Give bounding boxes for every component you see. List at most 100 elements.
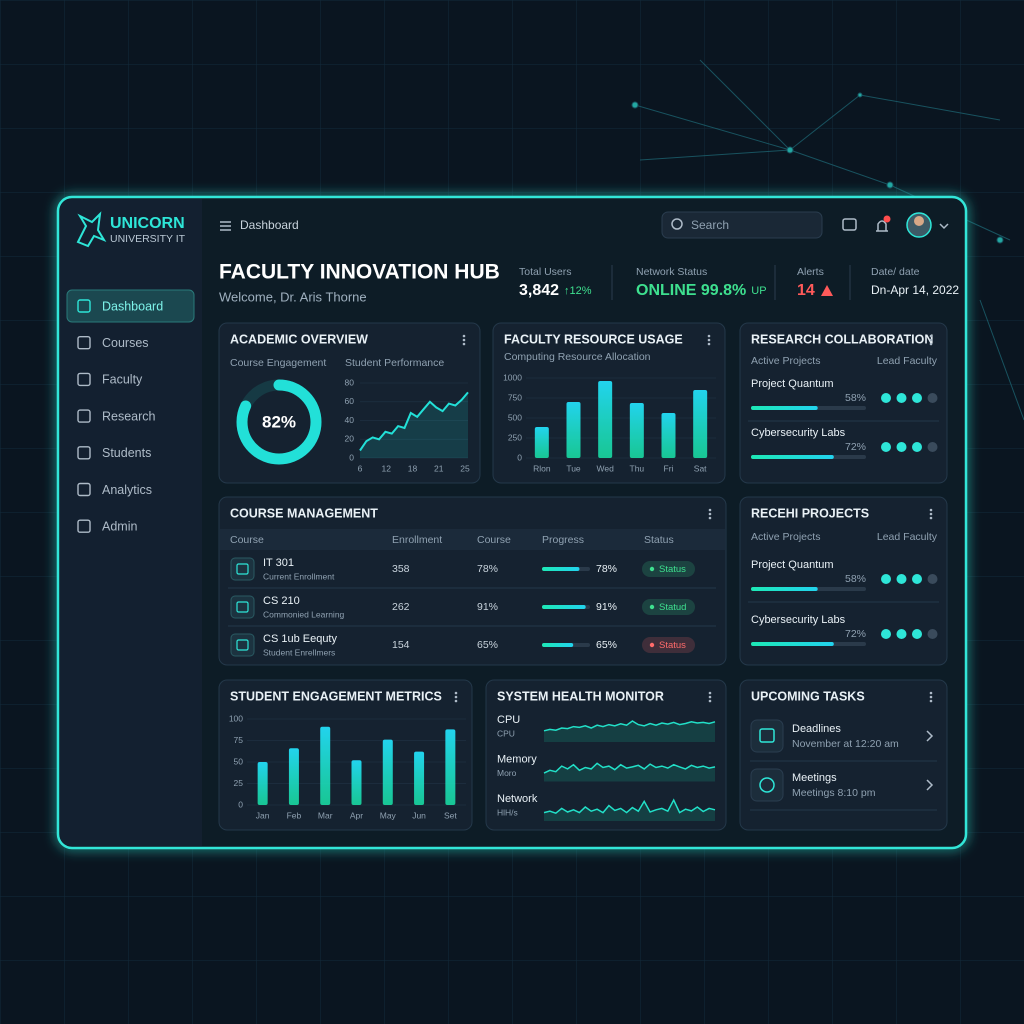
- y-tick-label: 80: [345, 377, 355, 387]
- menu-dot[interactable]: [707, 342, 711, 346]
- sidebar: [60, 199, 202, 846]
- menu-dot[interactable]: [708, 691, 712, 695]
- task-chevron[interactable]: [926, 779, 934, 791]
- bar: [288, 748, 299, 805]
- y-tick-label: 250: [508, 432, 522, 442]
- brand-subtitle: UNIVERSITY IT: [110, 233, 186, 245]
- team-dot: [912, 393, 922, 403]
- x-tick-label: 6: [358, 463, 363, 473]
- menu-dot[interactable]: [454, 695, 458, 699]
- metric-name: CPU: [497, 714, 520, 726]
- y-tick-label: 60: [345, 396, 355, 406]
- progress-fill: [751, 642, 834, 646]
- y-tick-label: 0: [349, 452, 354, 462]
- metric-sub: HlH/s: [497, 807, 518, 817]
- x-tick-label: Tue: [566, 463, 581, 473]
- menu-dot[interactable]: [462, 338, 466, 342]
- nav-active[interactable]: [66, 289, 195, 323]
- nav-item[interactable]: Research: [102, 409, 156, 423]
- menu-dot[interactable]: [929, 338, 933, 342]
- bar: [257, 762, 268, 805]
- menu-dot[interactable]: [929, 508, 933, 512]
- enrollment: 262: [392, 601, 410, 613]
- x-tick-label: Wed: [597, 463, 615, 473]
- card: [739, 496, 948, 666]
- x-tick-label: May: [380, 810, 397, 820]
- card: [739, 679, 948, 831]
- bar: [382, 739, 393, 805]
- nav-item[interactable]: Faculty: [102, 373, 143, 387]
- menu-dot[interactable]: [929, 342, 933, 346]
- menu-dot[interactable]: [707, 334, 711, 338]
- column-header: Lead Faculty: [877, 355, 938, 367]
- menu-dot[interactable]: [929, 516, 933, 520]
- project-name: Cybersecurity Labs: [751, 614, 846, 626]
- y-tick-label: 50: [234, 756, 244, 766]
- metric-sub: CPU: [497, 728, 515, 738]
- menu-dot[interactable]: [929, 512, 933, 516]
- team-dot: [927, 442, 938, 452]
- team-dot: [912, 574, 922, 584]
- card-title: RECEHI PROJECTS: [751, 506, 869, 520]
- nav-item[interactable]: Students: [102, 446, 151, 460]
- y-tick-label: 500: [508, 412, 522, 422]
- course-icon-glyph: [236, 563, 249, 575]
- course-code: CS 210: [263, 595, 300, 607]
- progress-label: 72%: [845, 628, 866, 640]
- menu-dot[interactable]: [708, 512, 712, 516]
- search-box[interactable]: [661, 211, 823, 239]
- menu-dot[interactable]: [708, 699, 712, 703]
- sparkline: [543, 798, 716, 815]
- nav-icon: [77, 446, 91, 460]
- menu-dot[interactable]: [708, 508, 712, 512]
- task-name: Deadlines: [792, 723, 841, 735]
- card: [485, 679, 727, 831]
- nav-item[interactable]: Analytics: [102, 483, 152, 497]
- menu-dot[interactable]: [462, 342, 466, 346]
- page-title: FACULTY INNOVATION HUB: [219, 261, 500, 284]
- column-header: Active Projects: [751, 355, 820, 367]
- bar: [414, 751, 425, 805]
- card: [739, 322, 948, 484]
- nav-item[interactable]: Admin: [102, 519, 137, 533]
- x-tick-label: Thu: [630, 463, 645, 473]
- x-tick-label: Set: [444, 810, 457, 820]
- menu-dot[interactable]: [929, 334, 933, 338]
- x-tick-label: 12: [382, 463, 392, 473]
- menu-dot[interactable]: [929, 691, 933, 695]
- x-tick-label: 21: [434, 463, 444, 473]
- x-tick-label: Rlon: [533, 463, 551, 473]
- team-dot: [881, 574, 891, 584]
- menu-dot[interactable]: [708, 516, 712, 520]
- bar: [351, 760, 362, 805]
- menu-dot[interactable]: [454, 699, 458, 703]
- progress-fill: [542, 605, 586, 609]
- bar: [320, 726, 331, 805]
- nav-item[interactable]: Courses: [102, 336, 149, 350]
- bar: [629, 403, 644, 458]
- progress-fill: [542, 567, 580, 571]
- menu-dot[interactable]: [454, 691, 458, 695]
- metric-name: Memory: [497, 753, 537, 765]
- menu-dot[interactable]: [708, 695, 712, 699]
- menu-dot[interactable]: [462, 334, 466, 338]
- menu-dot[interactable]: [929, 699, 933, 703]
- team-dot: [927, 629, 938, 639]
- menu-dot[interactable]: [929, 695, 933, 699]
- task-icon: [750, 719, 784, 753]
- donut-label: 82%: [262, 412, 296, 431]
- chart-label: Course Engagement: [230, 357, 326, 369]
- team-dot: [912, 629, 922, 639]
- donut-arc: [236, 379, 322, 465]
- team-dot: [896, 629, 907, 639]
- nav-item[interactable]: Dashboard: [102, 299, 163, 313]
- menu-dot[interactable]: [707, 338, 711, 342]
- task-chevron[interactable]: [926, 730, 934, 742]
- progress-label: 58%: [845, 573, 866, 585]
- y-tick-label: 1000: [503, 372, 522, 382]
- stat-value: Dn-Apr 14, 2022: [871, 283, 959, 297]
- course-rate: 78%: [477, 563, 498, 575]
- x-tick-label: 25: [460, 463, 470, 473]
- column-header: Progress: [542, 534, 584, 546]
- team-dot: [927, 574, 938, 584]
